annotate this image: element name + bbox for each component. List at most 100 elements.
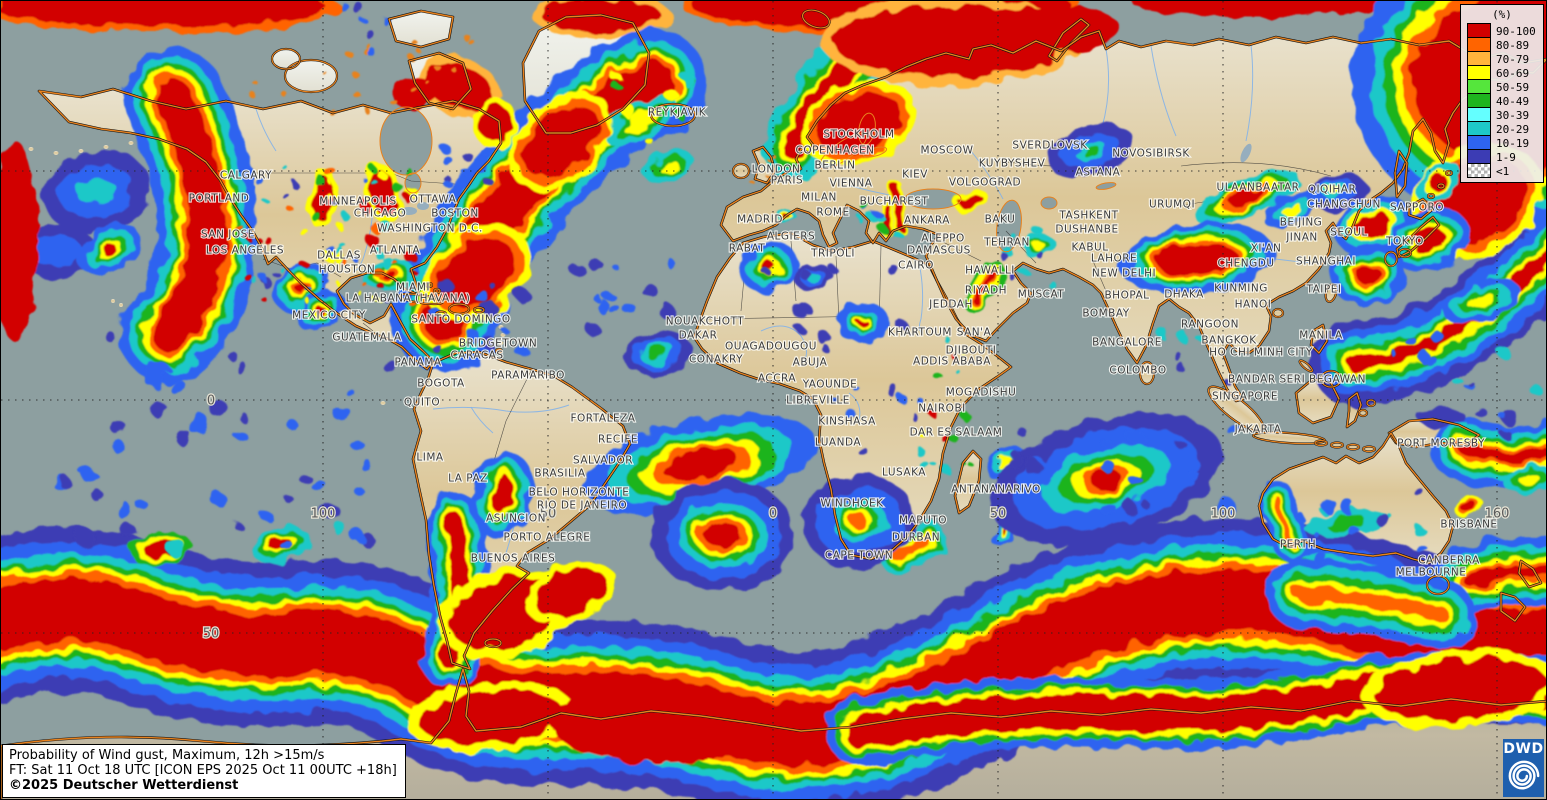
legend-row: 70-79 xyxy=(1461,51,1543,66)
city-label: TRIPOLI xyxy=(810,248,855,260)
city-label: VOLGOGRAD xyxy=(949,177,1021,189)
city-label: SANTO DOMINGO xyxy=(411,314,510,326)
city-label: MELBOURNE xyxy=(1396,567,1467,579)
graticule-label: 100 xyxy=(311,507,336,522)
city-label: ULAANBAATAR xyxy=(1217,182,1300,194)
city-label: PARIS xyxy=(771,175,803,187)
city-label: URUMQI xyxy=(1149,199,1195,211)
legend-swatch xyxy=(1467,51,1491,66)
city-label: PORTO ALEGRE xyxy=(504,532,591,544)
city-label: PARAMARIBO xyxy=(491,370,565,382)
legend-row: 1-9 xyxy=(1461,149,1543,164)
legend-rows: 90-100 80-89 70-79 60-69 50-59 40-49 30-39 20-2… xyxy=(1461,23,1543,178)
map-title: Probability of Wind gust, Maximum, 12h >… xyxy=(9,748,325,763)
city-label: BHOPAL xyxy=(1104,290,1149,302)
city-label: MILAN xyxy=(801,192,837,204)
city-label: HANOI xyxy=(1235,299,1272,311)
city-label: BRASILIA xyxy=(534,468,585,480)
legend-row: 60-69 xyxy=(1461,65,1543,80)
dwd-logo-text: DWD xyxy=(1503,741,1544,757)
city-label: ANKARA xyxy=(904,215,950,227)
legend-swatch xyxy=(1467,79,1491,94)
city-label: NEW DELHI xyxy=(1092,268,1156,280)
city-label: MAPUTO xyxy=(899,515,947,527)
city-label: CARACAS xyxy=(450,350,503,362)
city-label: BAKU xyxy=(985,214,1016,226)
city-label: BOSTON xyxy=(431,208,478,220)
city-label: TASHKENT xyxy=(1058,210,1118,222)
city-label: BELO HORIZONTE xyxy=(529,487,630,499)
city-label: LOS ANGELES xyxy=(206,245,284,257)
legend-label: 90-100 xyxy=(1496,24,1536,38)
city-label: KUNMING xyxy=(1214,283,1268,295)
city-label: CHENGDU xyxy=(1217,258,1274,270)
legend-row: 90-100 xyxy=(1461,23,1543,38)
city-label: DAMASCUS xyxy=(907,245,971,257)
city-label: CHANGCHUN xyxy=(1307,199,1381,211)
city-label: BOMBAY xyxy=(1082,308,1129,320)
legend-row: <1 xyxy=(1461,163,1543,178)
city-label: JAKARTA xyxy=(1234,424,1282,436)
city-label: MUSCAT xyxy=(1018,289,1065,301)
city-label: VIENNA xyxy=(830,178,873,190)
city-label: DJIBOUTI xyxy=(946,345,997,357)
city-label: NOVOSIBIRSK xyxy=(1112,148,1190,160)
city-label: HO CHI MINH CITY xyxy=(1209,347,1313,359)
city-label: TOKYO xyxy=(1385,236,1424,248)
city-label: ALEPPO xyxy=(921,233,965,245)
legend-row: 40-49 xyxy=(1461,93,1543,108)
graticule-label: 160 xyxy=(1485,507,1510,522)
city-label: LUANDA xyxy=(815,437,861,449)
city-label: YAOUNDE xyxy=(802,379,858,391)
city-label: SVERDLOVSK xyxy=(1012,140,1088,152)
city-label: SINGAPORE xyxy=(1212,391,1278,403)
city-label: MADRID xyxy=(737,214,783,226)
legend-label: 20-29 xyxy=(1496,122,1530,136)
map-info-box: Probability of Wind gust, Maximum, 12h >… xyxy=(2,744,406,798)
city-label: SAPPORO xyxy=(1390,202,1444,214)
city-label: MANILA xyxy=(1299,330,1343,342)
city-label: TAIPEI xyxy=(1306,284,1342,296)
dwd-logo: DWD xyxy=(1503,739,1544,797)
city-label: ADDIS ABABA xyxy=(913,356,991,368)
city-label: WINDHOEK xyxy=(820,498,884,510)
city-label: ASUNCION xyxy=(486,513,546,525)
city-label: BEIJING xyxy=(1280,217,1323,229)
graticule-label: 50 xyxy=(540,507,557,522)
legend-label: <1 xyxy=(1496,164,1510,178)
legend-label: 60-69 xyxy=(1496,66,1530,80)
legend-row: 50-59 xyxy=(1461,79,1543,94)
city-label: LAHORE xyxy=(1091,253,1137,265)
city-label: KINSHASA xyxy=(818,416,876,428)
legend-swatch xyxy=(1467,65,1491,80)
city-label: CAPE TOWN xyxy=(825,550,893,562)
city-label: ROME xyxy=(816,207,849,219)
graticule-label: 50 xyxy=(203,627,220,642)
probability-legend: (%) 90-100 80-89 70-79 60-69 50-59 40-49 30-39… xyxy=(1460,4,1544,183)
legend-swatch xyxy=(1467,121,1491,136)
dwd-spiral-icon xyxy=(1508,760,1539,790)
rivers-layer xyxy=(255,44,1312,554)
city-label: KHARTOUM xyxy=(888,327,952,339)
city-label: ATLANTA xyxy=(370,245,421,257)
city-label: LA HABANA (HAVANA) xyxy=(346,293,471,305)
city-label: NAIROBI xyxy=(918,403,966,415)
graticule-label: 0 xyxy=(769,507,777,522)
city-label: BANGALORE xyxy=(1092,337,1162,349)
city-label: DURBAN xyxy=(892,532,940,544)
city-label: REYKJAVIK xyxy=(648,107,707,119)
graticule-label: 0 xyxy=(207,394,215,409)
legend-label: 1-9 xyxy=(1496,150,1516,164)
city-label: BOGOTA xyxy=(417,378,465,390)
city-label: RANGOON xyxy=(1181,319,1239,331)
city-label: CANBERRA xyxy=(1418,555,1480,567)
city-label: COLOMBO xyxy=(1109,365,1166,377)
legend-label: 80-89 xyxy=(1496,38,1530,52)
legend-label: 10-19 xyxy=(1496,136,1530,150)
graticule-labels: 0 50 100 50 0 50 100 160 xyxy=(201,392,1510,643)
city-label: CHICAGO xyxy=(354,208,407,220)
city-label: MEXICO CITY xyxy=(292,310,366,322)
city-label: TEHRAN xyxy=(983,237,1030,249)
